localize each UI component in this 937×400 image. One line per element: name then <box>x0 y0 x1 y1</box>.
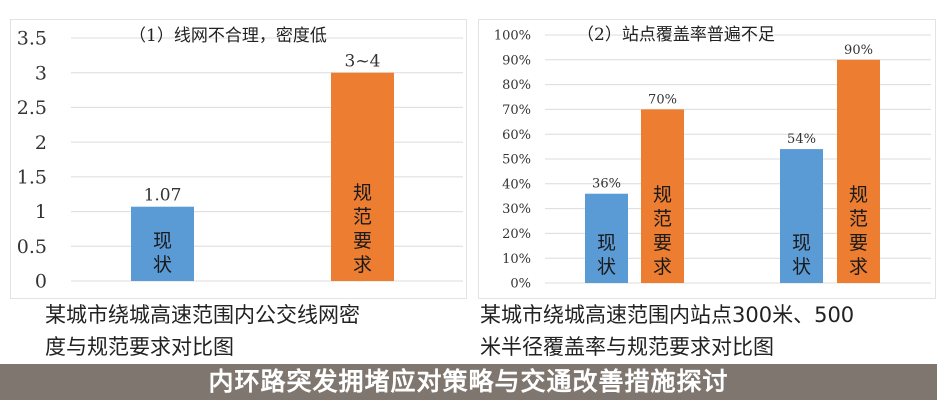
chart-title: （2）站点覆盖率普遍不足 <box>577 25 775 45</box>
bar <box>331 72 394 281</box>
bar-category-label: 范 <box>849 208 868 230</box>
y-tick-label: 90% <box>502 53 531 68</box>
bar-category-label: 求 <box>653 256 672 278</box>
title-banner: 内环路突发拥堵应对策略与交通改善措施探讨 <box>0 364 937 400</box>
y-tick-label: 70% <box>502 103 531 118</box>
bar-category-label: 状 <box>597 256 616 278</box>
caption-right: 某城市绕城高速范围内站点300米、500 米半径覆盖率与规范要求对比图 <box>480 299 854 363</box>
chart-svg: 0 0.5 1 1.5 2 2.5 3 3.5 （1）线网不合理，密度低 1.07 现状 3~4 规范要… <box>17 26 463 293</box>
caption-line: 米半径覆盖率与规范要求对比图 <box>480 335 774 359</box>
y-tick-label: 20% <box>502 227 531 242</box>
bar-category-label: 现 <box>597 232 616 254</box>
bar-category-label: 要 <box>353 230 372 252</box>
y-tick-label: 40% <box>502 177 531 192</box>
y-tick-label: 2 <box>35 132 47 154</box>
y-tick-label: 10% <box>502 252 531 267</box>
bar-category-label: 现 <box>792 232 811 254</box>
bar-category-label: 状 <box>792 256 811 278</box>
y-tick-label: 60% <box>502 128 531 143</box>
y-tick-label: 0 <box>35 271 47 293</box>
data-label: 36% <box>592 177 621 192</box>
data-label: 70% <box>648 92 677 107</box>
y-tick-label: 30% <box>502 202 531 217</box>
bar-category-label: 规 <box>353 182 372 204</box>
y-tick-label: 50% <box>502 153 531 168</box>
caption-line: 度与规范要求对比图 <box>45 335 234 359</box>
caption-line: 某城市绕城高速范围内公交线网密 <box>45 303 360 327</box>
chart-title: （1）线网不合理，密度低 <box>129 26 327 46</box>
data-label: 54% <box>787 132 816 147</box>
bar-category-label: 规 <box>653 184 672 206</box>
bar-category-label: 求 <box>849 256 868 278</box>
data-label: 1.07 <box>144 186 182 206</box>
bar <box>780 149 823 283</box>
bar-category-label: 现 <box>153 230 172 252</box>
bar-category-label: 要 <box>849 232 868 254</box>
y-tick-label: 1.5 <box>17 167 47 189</box>
y-tick-label: 0.5 <box>17 236 47 258</box>
bar-category-label: 要 <box>653 232 672 254</box>
bar <box>837 59 880 283</box>
bar <box>585 193 628 283</box>
caption-left: 某城市绕城高速范围内公交线网密 度与规范要求对比图 <box>45 299 360 363</box>
chart-svg: 0% 10% 20% 30% 40% 50% 60% 70% 80% 90% 100% （2）站点覆盖… <box>494 25 931 292</box>
bar-category-label: 状 <box>153 254 172 276</box>
y-tick-label: 3 <box>35 62 47 84</box>
y-tick-label: 1 <box>35 201 47 223</box>
banner-title: 内环路突发拥堵应对策略与交通改善措施探讨 <box>208 367 729 396</box>
chart-station-coverage: 0% 10% 20% 30% 40% 50% 60% 70% 80% 90% 100% （2）站点覆盖… <box>478 19 936 299</box>
y-tick-label: 0% <box>510 277 531 292</box>
bar-category-label: 求 <box>353 254 372 276</box>
chart-line-density: 0 0.5 1 1.5 2 2.5 3 3.5 （1）线网不合理，密度低 1.07 现状 3~4 规范要… <box>10 19 467 299</box>
data-label: 90% <box>844 43 873 58</box>
bar <box>641 109 684 284</box>
y-tick-label: 80% <box>502 78 531 93</box>
caption-line: 某城市绕城高速范围内站点300米、500 <box>480 303 855 327</box>
bar-category-label: 范 <box>653 208 672 230</box>
y-tick-label: 100% <box>494 29 531 44</box>
data-label: 3~4 <box>345 52 381 72</box>
bar-category-label: 规 <box>849 184 868 206</box>
bar <box>131 206 194 281</box>
y-tick-label: 2.5 <box>17 97 47 119</box>
bar-category-label: 范 <box>353 206 372 228</box>
y-tick-label: 3.5 <box>17 28 47 50</box>
